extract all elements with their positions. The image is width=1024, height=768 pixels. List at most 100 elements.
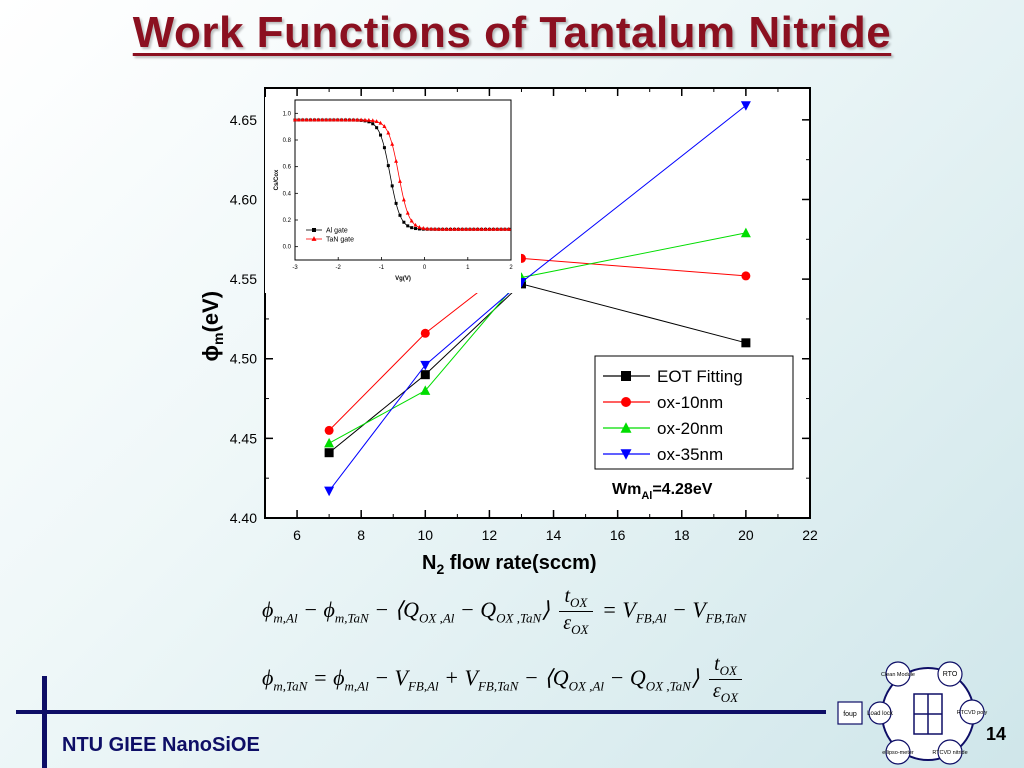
y-tick-label: 4.60 — [230, 191, 257, 207]
inset-point-1 — [308, 117, 313, 122]
inset-point-1 — [347, 117, 352, 122]
legend-marker-2 — [620, 422, 632, 433]
data-point-3-1 — [420, 360, 431, 371]
inset-point-1 — [467, 226, 472, 231]
inset-point-1 — [331, 117, 336, 122]
series-line-0 — [328, 283, 747, 454]
legend-label-2: ox-20nm — [657, 419, 723, 438]
inset-point-1 — [304, 117, 309, 122]
inset-point-1 — [421, 225, 426, 230]
legend-marker-1 — [621, 397, 631, 407]
data-point-2-3 — [740, 227, 751, 238]
inset-point-1 — [378, 120, 383, 125]
x-tick-label: 8 — [357, 527, 365, 543]
inset-point-1 — [429, 226, 434, 231]
inset-y-tick-label: 0.4 — [283, 191, 292, 197]
inset-point-0 — [402, 220, 406, 224]
inset-point-1 — [293, 117, 297, 122]
inset-point-0 — [390, 184, 394, 188]
inset-point-0 — [379, 133, 383, 137]
legend-label-3: ox-35nm — [657, 445, 723, 464]
x-tick-label: 6 — [293, 527, 301, 543]
y-tick-label: 4.65 — [230, 112, 257, 128]
x-tick-label: 20 — [738, 527, 754, 543]
inset-point-0 — [394, 201, 398, 205]
inset-point-1 — [495, 226, 500, 231]
inset-point-1 — [401, 197, 406, 202]
data-point-1-0 — [324, 425, 334, 435]
x-tick-label: 18 — [674, 527, 690, 543]
equation-1: ϕm,Al − ϕm,TaN − ⟨QOX ,Al − QOX ,TaN⟩ tO… — [262, 585, 747, 637]
legend-marker-3 — [620, 449, 632, 460]
inset-point-1 — [327, 117, 332, 122]
inset-point-1 — [316, 117, 321, 122]
inset-point-1 — [440, 226, 445, 231]
inset-legend-label-0: Al gate — [326, 228, 348, 235]
inset-point-0 — [398, 213, 402, 217]
inset-x-tick-label: -2 — [336, 265, 342, 271]
inset-point-1 — [448, 226, 453, 231]
x-axis-title: N2 flow rate(sccm) — [422, 552, 597, 577]
inset-x-tick-label: -1 — [379, 265, 385, 271]
legend-marker-0 — [621, 371, 631, 381]
data-point-2-0 — [324, 437, 335, 448]
data-point-3-3 — [740, 101, 751, 111]
inset-legend-marker-1 — [311, 236, 317, 241]
inset-y-tick-label: 0.6 — [283, 165, 292, 171]
data-point-0-0 — [324, 448, 334, 458]
inset-y-tick-label: 0.0 — [283, 245, 292, 251]
inset-point-1 — [296, 117, 301, 122]
main-chart: 6 8 10 12 14 16 18 20 224.404.454.504.554.604.65… — [230, 87, 818, 543]
inset-point-1 — [370, 118, 375, 123]
x-axis-title-rest: flow rate(sccm) — [444, 552, 597, 574]
inset-point-1 — [491, 226, 496, 231]
inset-x-tick-label: 0 — [423, 265, 427, 271]
annotation-wm: WmAl=4.28eV — [612, 481, 713, 502]
inset-point-1 — [409, 218, 414, 223]
inset-point-1 — [432, 226, 437, 231]
inset-point-1 — [394, 158, 399, 163]
inset-point-0 — [406, 224, 410, 228]
inset-legend-marker-0 — [312, 228, 316, 232]
inset-point-1 — [351, 117, 356, 122]
inset-y-tick-label: 0.8 — [283, 138, 292, 144]
inset-y-tick-label: 1.0 — [283, 111, 292, 117]
x-axis-title-main: N — [422, 552, 437, 574]
inset-frame — [294, 99, 512, 261]
equation-2: ϕm,TaN = ϕm,Al − VFB,Al + VFB,TaN − ⟨QOX… — [262, 653, 746, 706]
x-tick-label: 12 — [482, 527, 498, 543]
inset-x-tick-label: 1 — [466, 265, 470, 271]
inset-point-1 — [374, 119, 379, 123]
inset-point-1 — [479, 226, 484, 231]
data-point-0-1 — [420, 370, 430, 380]
y-axis-title: ϕm(eV) — [198, 286, 226, 366]
x-tick-label: 22 — [802, 527, 818, 543]
footer-label: NTU GIEE NanoSiOE — [62, 734, 260, 756]
clean-module-label: Clean Module — [881, 672, 915, 678]
inset-point-1 — [312, 117, 317, 122]
y-tick-label: 4.40 — [230, 510, 257, 526]
inset-point-0 — [382, 146, 386, 150]
footer-vertical-bar — [42, 676, 47, 768]
inset-point-1 — [456, 226, 461, 231]
data-point-1-1 — [420, 328, 430, 338]
inset-point-1 — [390, 141, 395, 146]
inset-point-1 — [502, 226, 507, 231]
y-axis-title-rest: (eV) — [197, 290, 223, 333]
inset-x-axis-title: Vg(V) — [395, 276, 411, 282]
inset-point-1 — [471, 226, 476, 231]
y-tick-label: 4.45 — [230, 430, 257, 446]
inset-point-1 — [339, 117, 344, 122]
inset-point-1 — [487, 226, 492, 231]
inset-point-1 — [475, 226, 480, 231]
inset-point-1 — [355, 117, 360, 122]
inset-point-1 — [506, 226, 511, 231]
inset-point-1 — [464, 226, 469, 231]
rtcvd-poly-label: RTCVD poly — [957, 710, 988, 716]
data-point-0-3 — [741, 338, 751, 348]
inset-x-tick-label: 2 — [509, 265, 513, 271]
ellipsometer-label: ellipso-meter — [882, 750, 914, 756]
load-lock-label: Load lock — [867, 711, 894, 717]
y-axis-title-sub: m — [210, 332, 227, 345]
series-line-2 — [328, 232, 746, 444]
